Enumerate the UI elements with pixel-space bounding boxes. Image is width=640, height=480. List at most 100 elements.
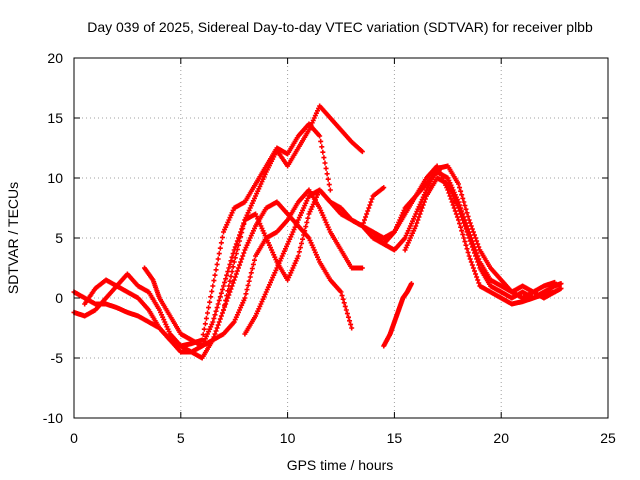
y-tick-label: 20 [47, 50, 63, 66]
data-point [474, 256, 480, 262]
data-point [359, 149, 365, 155]
data-point [461, 199, 467, 205]
data-point [417, 211, 423, 217]
data-point [304, 219, 310, 225]
data-point [451, 205, 457, 211]
y-tick-label: 5 [55, 230, 63, 246]
data-point [231, 259, 237, 265]
data-point [413, 223, 419, 229]
series-track-10 [402, 175, 558, 301]
data-point [239, 256, 245, 262]
data-point [219, 287, 225, 293]
chart-title: Day 039 of 2025, Sidereal Day-to-day VTE… [87, 19, 593, 35]
series-track-4 [141, 187, 365, 349]
data-point [552, 279, 558, 285]
data-point [219, 234, 225, 240]
data-point [300, 236, 306, 242]
data-point [201, 326, 207, 332]
data-point [340, 296, 346, 302]
x-tick-label: 25 [600, 430, 616, 446]
data-point [238, 234, 244, 240]
data-point [227, 278, 233, 284]
data-point [457, 208, 463, 214]
data-point [233, 251, 239, 257]
data-point [465, 249, 471, 255]
data-point [226, 283, 232, 289]
data-point [466, 253, 472, 259]
data-point [205, 310, 210, 316]
data-point [463, 206, 469, 212]
data-point [217, 294, 223, 300]
y-tick-label: -5 [51, 350, 64, 366]
data-point [419, 205, 425, 211]
data-point [248, 270, 254, 276]
data-point [250, 261, 256, 267]
data-point [217, 316, 223, 322]
data-point [247, 274, 253, 280]
data-point [359, 265, 365, 271]
data-point [211, 278, 217, 284]
data-point [458, 224, 464, 230]
tick-labels: 0 5 10 15 20 25 -10 -5 0 5 10 15 20 [43, 50, 616, 446]
data-point [472, 232, 477, 238]
series-track-5 [221, 185, 387, 313]
data-point [462, 239, 468, 245]
data-point [225, 269, 231, 275]
data-point [212, 272, 218, 278]
data-point [455, 205, 461, 211]
data-point [229, 269, 235, 275]
data-point [245, 282, 251, 288]
data-point [212, 331, 218, 337]
data-point [422, 196, 428, 202]
data-point [224, 272, 230, 278]
data-point [475, 277, 481, 283]
data-point [459, 228, 465, 234]
data-point [235, 265, 241, 271]
y-tick-label: 10 [47, 170, 63, 186]
data-point [320, 149, 326, 155]
data-point [468, 223, 474, 229]
data-point [243, 291, 249, 297]
data-point [214, 305, 220, 311]
data-point [240, 225, 246, 231]
data-point [211, 315, 217, 321]
data-point [473, 253, 479, 259]
data-point [338, 289, 344, 295]
data-point [215, 301, 221, 307]
data-point [459, 214, 465, 220]
data-point [476, 244, 482, 250]
data-point [215, 322, 221, 328]
data-point [470, 247, 476, 253]
data-point [207, 299, 213, 305]
x-tick-label: 0 [70, 430, 78, 446]
data-point [366, 205, 372, 211]
data-point [416, 214, 422, 220]
data-point [206, 305, 212, 311]
data-point [297, 245, 303, 251]
data-point [452, 208, 458, 214]
data-point [345, 314, 351, 320]
data-point [216, 319, 222, 325]
data-point [348, 321, 354, 327]
data-point [473, 271, 479, 277]
data-point [296, 249, 302, 255]
data-point [214, 325, 220, 331]
data-point [303, 224, 309, 230]
data-point [234, 268, 240, 274]
data-point [223, 297, 229, 303]
data-point [469, 226, 475, 232]
data-point [463, 242, 469, 248]
data-point [463, 226, 469, 232]
data-point [344, 311, 350, 317]
data-point [469, 262, 475, 268]
data-point [453, 211, 459, 217]
data-point [233, 271, 239, 277]
data-point [468, 241, 474, 247]
data-point [457, 185, 463, 191]
data-point [421, 199, 427, 205]
data-point [216, 251, 222, 257]
data-point [339, 293, 345, 299]
data-point [450, 202, 456, 208]
data-point [462, 223, 468, 229]
